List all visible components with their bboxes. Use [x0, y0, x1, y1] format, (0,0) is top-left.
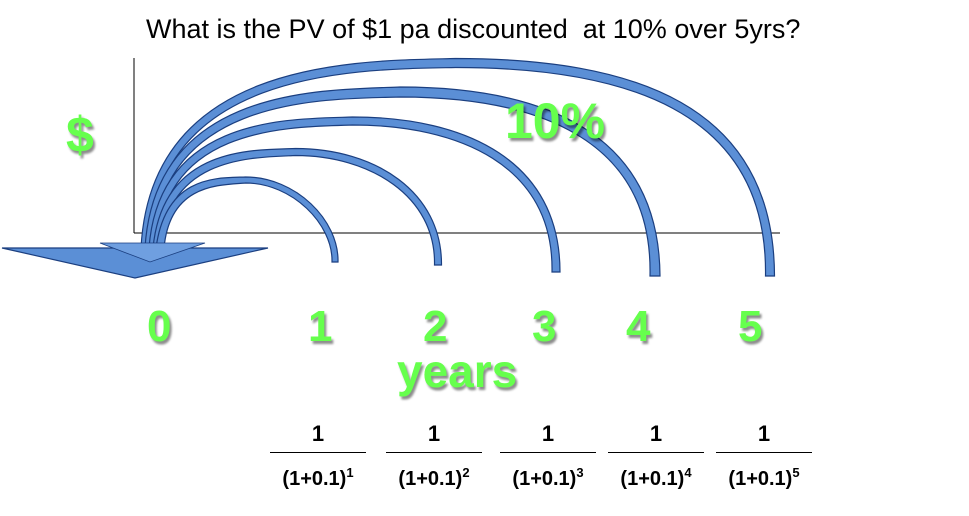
fraction-numerator: 1	[649, 421, 663, 446]
discount-factor: 1 (1+0.1)2	[374, 420, 494, 491]
arrow-head-highlight	[99, 242, 206, 263]
fraction-numerator: 1	[757, 421, 771, 446]
discount-arc	[152, 147, 443, 266]
fraction-numerator: 1	[427, 421, 441, 446]
fraction-bar	[500, 452, 596, 453]
question-title: What is the PV of $1 pa discounted at 10…	[146, 14, 801, 44]
x-axis-label: years	[397, 345, 518, 397]
fraction-bar	[386, 452, 482, 453]
fraction-denominator: (1+0.1)3	[512, 465, 584, 490]
fraction-denominator: (1+0.1)4	[620, 465, 692, 490]
rate-label: 10%	[505, 93, 606, 149]
discount-arcs	[140, 57, 776, 277]
y-axis-label: $	[66, 107, 94, 163]
tick-label: 5	[738, 302, 763, 351]
tick-label: 3	[532, 302, 557, 351]
fraction-denominator: (1+0.1)1	[282, 465, 354, 490]
discount-factor: 1 (1+0.1)1	[258, 420, 378, 491]
tick-label: 0	[147, 302, 172, 351]
discount-arc	[148, 116, 561, 273]
discount-factor: 1 (1+0.1)5	[704, 420, 824, 491]
fraction-bar	[270, 452, 366, 453]
fraction-bar	[608, 452, 704, 453]
fraction-bar	[716, 452, 812, 453]
discount-arc	[144, 86, 661, 277]
fraction-numerator: 1	[311, 421, 325, 446]
fraction-numerator: 1	[541, 421, 555, 446]
tick-label: 1	[308, 302, 333, 351]
discount-factor: 1 (1+0.1)4	[596, 420, 716, 491]
discount-factor: 1 (1+0.1)3	[488, 420, 608, 491]
fraction-denominator: (1+0.1)2	[398, 465, 470, 490]
discount-arc	[155, 176, 339, 263]
fraction-denominator: (1+0.1)5	[728, 465, 800, 490]
tick-label: 4	[626, 302, 651, 351]
tick-label: 2	[423, 302, 448, 351]
discount-arc	[140, 57, 776, 277]
